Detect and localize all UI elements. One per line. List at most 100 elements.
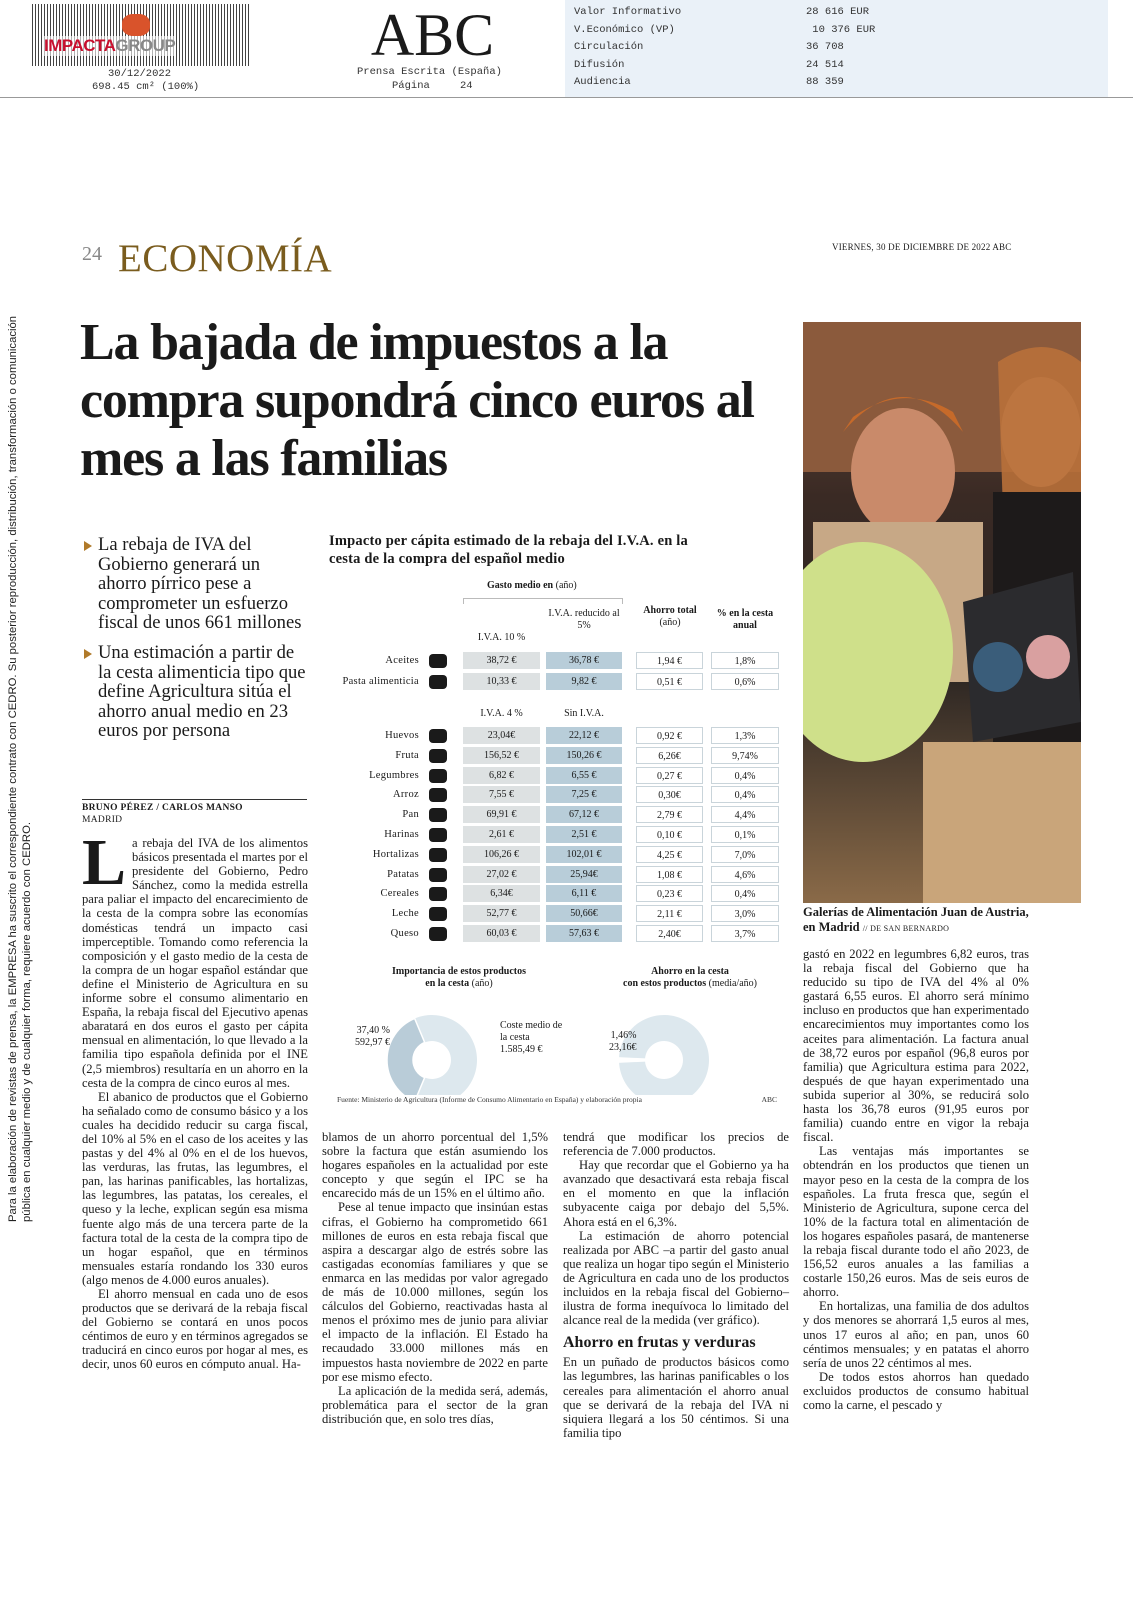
row-label: Legumbres — [369, 769, 419, 781]
body-paragraph: gastó en 2022 en legumbres 6,82 euros, t… — [803, 947, 1029, 1145]
cell-saving: 2,11 € — [636, 905, 703, 923]
donut1-title: Importancia de estos productos en la cest… — [392, 966, 526, 989]
group-header: Gasto medio en (año) — [487, 580, 577, 591]
metric-label: Circulación — [574, 41, 644, 53]
copyright-notice: Para la elaboración de revistas de prens… — [7, 315, 33, 1222]
summary-bullet: Una estimación a partir de la cesta alim… — [82, 643, 310, 741]
chart-title: Impacto per cápita estimado de la rebaja… — [329, 533, 688, 567]
metric-row: Audiencia 88 359 — [574, 76, 1108, 94]
cell-before: 7,55 € — [463, 786, 540, 804]
publication-logo: ABC — [370, 2, 495, 68]
drop-cap: L — [82, 826, 127, 899]
metric-value: 24 514 — [806, 58, 844, 71]
potatoes-icon — [429, 867, 447, 882]
cell-saving: 4,25 € — [636, 845, 703, 863]
donut2-label: 1,46% 23,16€ — [609, 1030, 637, 1053]
metric-row: V.Económico (VP) 10 376 EUR — [574, 24, 1108, 42]
metric-value: 36 708 — [806, 41, 844, 53]
subheading: Ahorro en frutas y verduras — [563, 1334, 756, 1352]
authors: BRUNO PÉREZ / CARLOS MANSO — [82, 803, 243, 813]
article-photo — [803, 322, 1081, 903]
page-number: 24 — [460, 80, 473, 92]
metric-label: Audiencia — [574, 76, 631, 88]
cell-saving: 1,08 € — [636, 865, 703, 883]
clip-area: 698.45 cm² (100%) — [92, 81, 200, 93]
donut-slice-share — [618, 1057, 646, 1063]
col-header-sin-iva: Sin I.V.A. — [564, 708, 604, 719]
cell-share: 1,8% — [711, 652, 779, 669]
cell-saving: 0,92 € — [636, 727, 703, 744]
cell-saving: 2,40€ — [636, 925, 703, 942]
donut2-title: Ahorro en la cesta con estos productos (m… — [623, 966, 757, 989]
row-label: Pasta alimenticia — [342, 675, 419, 687]
milk-icon — [429, 907, 447, 922]
cell-share: 4,6% — [711, 865, 779, 883]
row-label: Patatas — [387, 868, 419, 880]
medium: Prensa Escrita (España) — [357, 66, 502, 78]
cell-before: 10,33 € — [463, 672, 540, 690]
metric-value: 28 616 EUR — [806, 6, 870, 18]
pasta-icon — [429, 674, 447, 689]
chart-source: ABC Fuente: Ministerio de Agricultura (In… — [337, 1095, 777, 1104]
cell-before: 69,91 € — [463, 806, 540, 824]
cell-saving: 1,94 € — [636, 652, 703, 669]
body-paragraph: Hay que recordar que el Gobierno ya ha a… — [563, 1158, 789, 1229]
cell-after: 2,51 € — [546, 826, 622, 843]
donut-slice-share — [386, 1017, 426, 1095]
cell-before: 38,72 € — [463, 652, 540, 669]
metric-row: Difusión 24 514 — [574, 59, 1108, 77]
body-paragraph: La aplicación de la medida será, además,… — [322, 1383, 548, 1426]
col-header-saving: Ahorro total (año) — [643, 605, 697, 628]
donut-charts — [386, 1015, 710, 1095]
body-paragraph: El abanico de productos que el Gobierno … — [82, 1089, 308, 1287]
cell-before: 2,61 € — [463, 826, 540, 843]
rice-icon — [429, 788, 447, 803]
body-column-4: gastó en 2022 en legumbres 6,82 euros, t… — [803, 947, 1029, 1412]
donut-slice-rest — [619, 1015, 710, 1095]
cell-after: 150,26 € — [546, 746, 622, 764]
cell-before: 27,02 € — [463, 865, 540, 883]
body-paragraph: Las ventajas más importantes se obtendrá… — [803, 1144, 1029, 1300]
cell-share: 9,74% — [711, 746, 779, 764]
cell-after: 50,66€ — [546, 905, 622, 923]
cell-after: 22,12 € — [546, 727, 622, 744]
byline: BRUNO PÉREZ / CARLOS MANSO MADRID — [82, 799, 307, 826]
metric-value: 88 359 — [806, 76, 844, 88]
metric-value: 10 376 EUR — [806, 23, 876, 36]
cereals-icon — [429, 887, 447, 902]
bread-icon — [429, 808, 447, 823]
eggs-icon — [429, 729, 447, 743]
donut-slice-rest — [414, 1015, 477, 1095]
cell-saving: 6,26€ — [636, 746, 703, 764]
metric-row: Valor Informativo 28 616 EUR — [574, 6, 1108, 24]
cell-before: 106,26 € — [463, 845, 540, 863]
row-label: Cereales — [380, 888, 419, 900]
body-paragraph: La estimación de ahorro potencial realiz… — [563, 1228, 789, 1328]
metric-row: Circulación 36 708 — [574, 41, 1108, 59]
body-paragraph: El ahorro mensual en cada uno de esos pr… — [82, 1287, 308, 1372]
fruit-icon — [429, 748, 447, 763]
cell-after: 6,11 € — [546, 885, 622, 903]
cell-after: 9,82 € — [546, 672, 622, 690]
row-label: Harinas — [384, 829, 419, 840]
row-label: Pan — [402, 809, 419, 821]
col-header-iva10: I.V.A. 10 % — [477, 632, 526, 643]
legumes-icon — [429, 768, 447, 783]
body-column-3: tendrá que modificar los precios de refe… — [563, 1130, 789, 1440]
place: MADRID — [82, 815, 123, 825]
flour-icon — [429, 828, 447, 842]
section-name: ECONOMÍA — [118, 237, 333, 280]
col-header-iva5: I.V.A. reducido al 5% — [548, 608, 620, 631]
infographic: Impacto per cápita estimado de la rebaja… — [327, 530, 792, 1110]
cell-after: 67,12 € — [546, 806, 622, 824]
oil-bottle-icon — [429, 654, 447, 668]
col-header-iva4: I.V.A. 4 % — [480, 708, 523, 719]
photo-illustration — [803, 322, 1081, 903]
logo-text: IMPACTAGROUP — [44, 36, 176, 56]
cell-share: 0,4% — [711, 766, 779, 784]
cell-saving: 0,51 € — [636, 672, 703, 690]
section-page-number: 24 — [82, 243, 102, 265]
cell-before: 52,77 € — [463, 905, 540, 923]
metrics-panel: Valor Informativo 28 616 EUR V.Económico (… — [565, 0, 1108, 97]
row-label: Queso — [390, 928, 419, 939]
